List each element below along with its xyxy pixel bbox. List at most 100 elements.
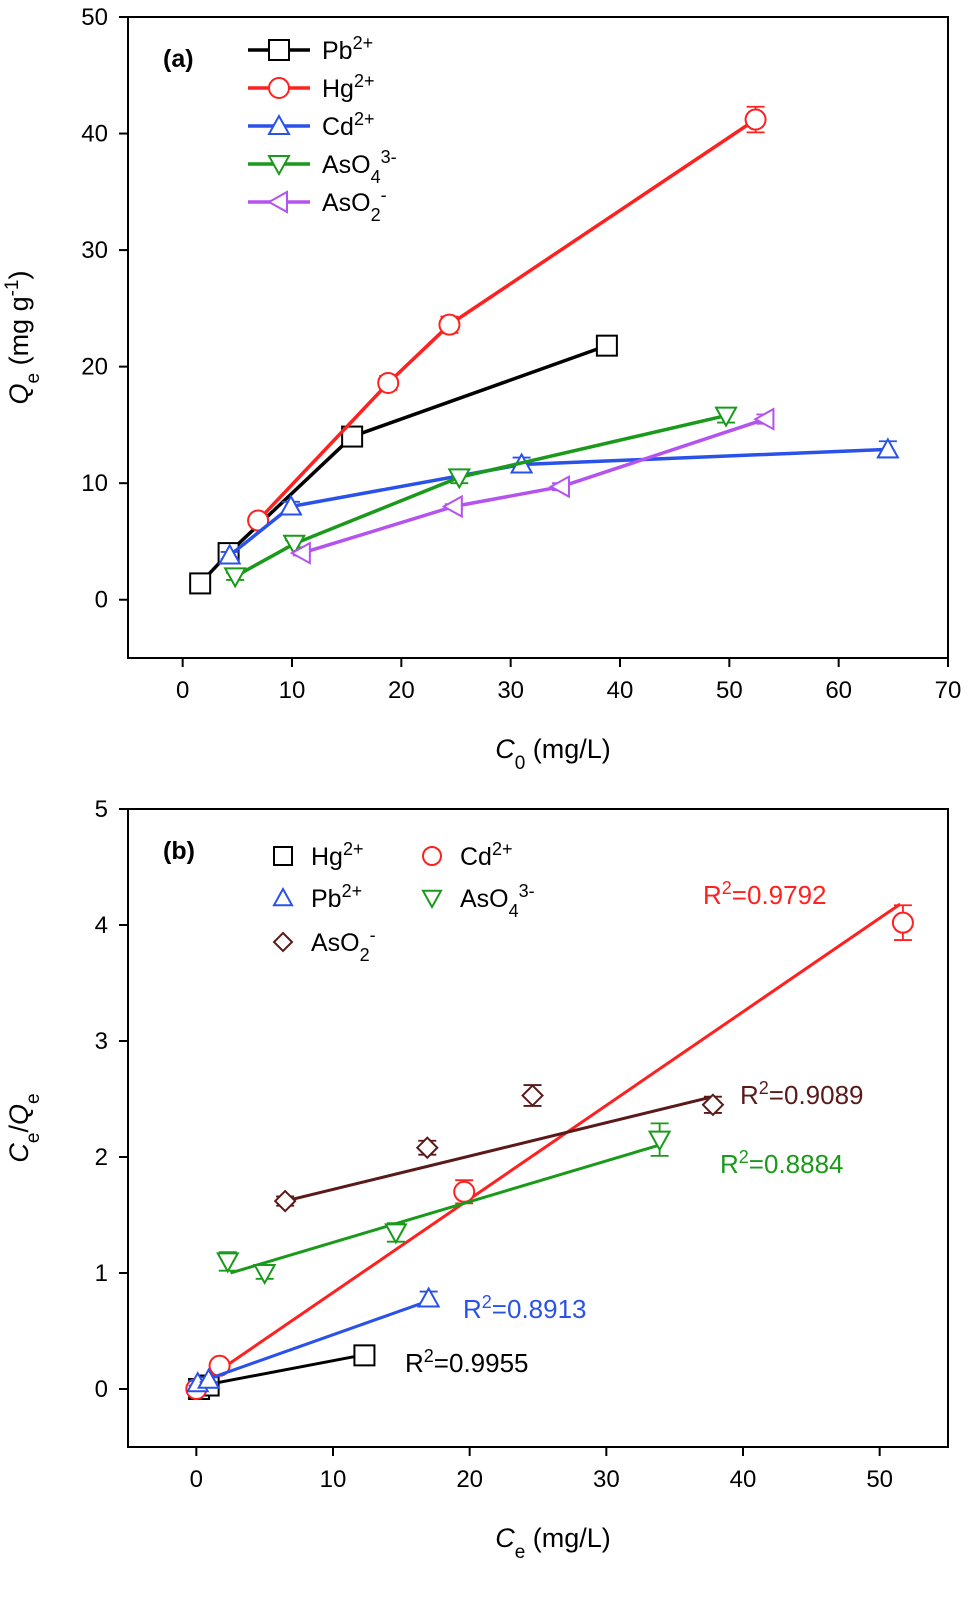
series-3 (216, 1122, 672, 1286)
panel-a: 0 10 20 30 40 50 60 70 0 10 20 30 40 50 C0 (mg/L) Qe (m… (2, 4, 962, 774)
series-3 (223, 406, 738, 589)
y-tick-label: 0 (95, 1376, 108, 1403)
legend-label: AsO43- (322, 147, 397, 187)
legend-label: AsO43- (460, 881, 535, 921)
data-point (353, 1344, 376, 1367)
y-tick-label: 5 (95, 796, 108, 823)
x-tick-label: 60 (825, 677, 852, 704)
fit-line (230, 1143, 659, 1275)
legend-label: Pb2+ (322, 33, 373, 65)
data-point (438, 313, 461, 336)
data-point (279, 494, 303, 516)
fit-line (284, 1095, 714, 1203)
plot-frame (127, 808, 949, 1448)
data-point (753, 407, 775, 431)
legend-label: Pb2+ (311, 881, 362, 913)
panel-b: 0 10 20 30 40 50 0 1 2 3 4 5 Ce (mg/L) Ce/Qe (b) Hg2+ Cd… (4, 796, 949, 1563)
plot-frame (127, 16, 949, 659)
y-tick-label: 10 (81, 470, 108, 497)
panel-label: (a) (163, 45, 194, 73)
y-tick-label: 1 (95, 1260, 108, 1287)
legend-label: Hg2+ (311, 839, 364, 871)
y-tick-label: 4 (95, 912, 108, 939)
series-line (301, 417, 766, 555)
data-point (377, 371, 400, 394)
data-point (548, 474, 570, 499)
x-tick-label: 20 (456, 1466, 483, 1493)
data-point (714, 406, 738, 428)
data-point (196, 1367, 221, 1389)
y-axis-label: Ce/Qe (4, 1093, 44, 1162)
y-tick-label: 2 (95, 1144, 108, 1171)
data-point (453, 1180, 476, 1203)
x-tick-label: 0 (176, 677, 189, 704)
data-point (289, 541, 311, 565)
data-point (744, 108, 767, 131)
data-point (416, 1286, 441, 1308)
series-2 (186, 1286, 441, 1393)
data-point (216, 1252, 240, 1274)
legend-label: AsO2- (322, 185, 387, 225)
legend-marker (266, 190, 288, 214)
data-point (521, 1084, 544, 1107)
series-line (256, 118, 757, 522)
series-2 (217, 437, 900, 565)
r2-annotation: R2=0.9089 (740, 1078, 864, 1110)
x-tick-label: 20 (388, 677, 415, 704)
data-point (595, 334, 618, 357)
series-1 (247, 105, 767, 532)
y-axis-label: Qe (mg g-1) (2, 270, 44, 404)
x-axis-label: Ce (mg/L) (495, 1523, 611, 1563)
legend-label: AsO2- (311, 925, 376, 965)
data-point (891, 911, 914, 934)
legend-marker (267, 155, 291, 177)
data-point (252, 1264, 277, 1286)
data-point (273, 1189, 297, 1213)
data-point (441, 494, 463, 519)
legend-marker (272, 886, 294, 907)
data-point (415, 1136, 439, 1160)
legend-label: Cd2+ (322, 109, 375, 141)
y-tick-label: 50 (81, 4, 108, 31)
x-tick-label: 40 (730, 1466, 757, 1493)
fit-line (195, 1299, 430, 1385)
y-tick-label: 30 (81, 237, 108, 264)
y-tick-label: 20 (81, 354, 108, 381)
x-tick-label: 30 (593, 1466, 620, 1493)
panel-label: (b) (163, 837, 195, 865)
legend-marker (268, 39, 290, 61)
y-tick-label: 40 (81, 121, 108, 148)
x-tick-label: 50 (866, 1466, 893, 1493)
data-point (701, 1093, 725, 1117)
x-tick-label: 50 (716, 677, 743, 704)
series-4 (273, 1084, 725, 1213)
data-point (282, 534, 306, 556)
data-point (189, 572, 212, 595)
legend-marker (268, 77, 290, 99)
legend-marker (421, 889, 443, 910)
x-tick-label: 30 (497, 677, 524, 704)
legend-marker (267, 113, 291, 135)
legend-label: Cd2+ (460, 839, 513, 871)
data-point (647, 1130, 672, 1152)
legend-marker (422, 846, 442, 866)
data-point (341, 425, 364, 448)
y-tick-label: 0 (95, 587, 108, 614)
series-line (234, 413, 727, 578)
series-4 (289, 407, 775, 565)
data-point (217, 543, 242, 565)
r2-annotation: R2=0.8884 (720, 1147, 844, 1179)
x-axis-label: C0 (mg/L) (495, 734, 611, 774)
y-tick-label: 3 (95, 1028, 108, 1055)
series-line (198, 344, 608, 585)
x-tick-label: 10 (279, 677, 306, 704)
x-tick-label: 40 (607, 677, 634, 704)
x-tick-label: 0 (190, 1466, 203, 1493)
x-tick-label: 70 (935, 677, 962, 704)
x-tick-label: 10 (320, 1466, 347, 1493)
r2-annotation: R2=0.9792 (703, 878, 827, 910)
data-point (876, 437, 900, 459)
data-point (447, 468, 471, 490)
